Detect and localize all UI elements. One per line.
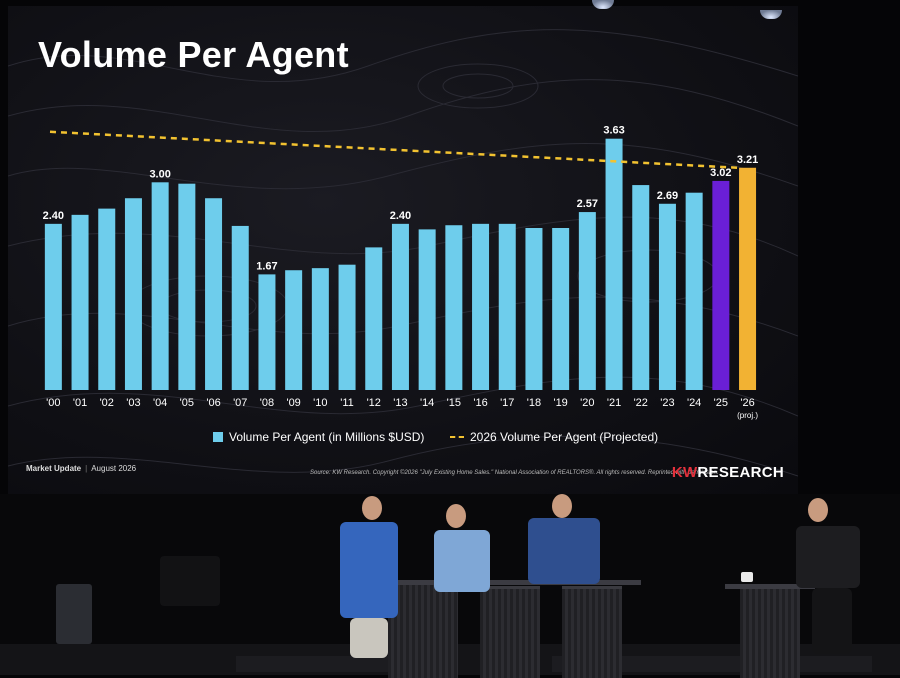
presenter-desk bbox=[740, 586, 800, 678]
bar-17 bbox=[498, 223, 516, 390]
x-tick-label: '24 bbox=[687, 397, 701, 409]
bar-05 bbox=[178, 183, 196, 390]
footer-left: Market Update | August 2026 bbox=[26, 464, 137, 473]
chart-canvas: 2.40 3.00 1.67 2.40 2.57 3.63 2.69 3.02 3.21 '00… bbox=[8, 29, 798, 477]
x-tick-label: '26 bbox=[740, 397, 754, 409]
x-tick-label: '20 bbox=[580, 397, 594, 409]
data-label: 2.69 bbox=[657, 190, 678, 202]
x-tick-label: '22 bbox=[634, 397, 648, 409]
legend-line-label: 2026 Volume Per Agent (Projected) bbox=[470, 430, 659, 444]
data-label: 3.02 bbox=[710, 167, 731, 179]
bar-10 bbox=[311, 268, 329, 390]
bar-12 bbox=[365, 247, 383, 390]
bar-23 bbox=[658, 203, 676, 390]
bar-01 bbox=[71, 214, 89, 390]
x-tick-label: '16 bbox=[473, 397, 487, 409]
x-tick-label: '25 bbox=[714, 397, 728, 409]
bar-08 bbox=[258, 274, 276, 390]
bar-00 bbox=[44, 223, 62, 390]
data-label: 2.40 bbox=[43, 210, 64, 222]
x-tick-label: '06 bbox=[206, 397, 220, 409]
coffee-mug bbox=[741, 572, 753, 582]
bar-11 bbox=[338, 264, 356, 390]
source-note: Source: KW Research. Copyright ©2026 "Ju… bbox=[310, 470, 719, 476]
bar-13 bbox=[391, 223, 409, 390]
stage-monitor bbox=[236, 656, 411, 672]
legend-bar-swatch bbox=[213, 432, 223, 442]
footer-date: August 2026 bbox=[91, 464, 137, 473]
bar-25 bbox=[712, 180, 730, 390]
data-label: 3.21 bbox=[737, 154, 758, 166]
bar-14 bbox=[418, 229, 436, 390]
x-tick-label: '11 bbox=[340, 397, 354, 409]
x-tick-label: '05 bbox=[180, 397, 194, 409]
x-tick-label: '07 bbox=[233, 397, 247, 409]
ceiling-light bbox=[760, 10, 782, 19]
x-tick-sublabel: (proj.) bbox=[737, 411, 758, 420]
x-tick-label: '13 bbox=[393, 397, 407, 409]
data-label: 3.63 bbox=[603, 125, 624, 137]
data-labels: 2.40 3.00 1.67 2.40 2.57 3.63 2.69 3.02 3.21 bbox=[43, 125, 759, 273]
x-tick-label: '21 bbox=[607, 397, 621, 409]
bar-15 bbox=[445, 225, 463, 390]
desk-surface bbox=[376, 580, 641, 585]
presenter-desk bbox=[562, 586, 622, 678]
presentation-screen: 2.40 3.00 1.67 2.40 2.57 3.63 2.69 3.02 3.21 '00… bbox=[8, 6, 798, 494]
x-tick-label: '18 bbox=[527, 397, 541, 409]
bar-04 bbox=[151, 182, 169, 390]
x-tick-label: '00 bbox=[46, 397, 60, 409]
legend-bar-label: Volume Per Agent (in Millions $USD) bbox=[229, 430, 425, 444]
x-tick-label: '14 bbox=[420, 397, 434, 409]
data-label: 2.57 bbox=[577, 198, 598, 210]
x-tick-label: '09 bbox=[286, 397, 300, 409]
x-tick-label: '17 bbox=[500, 397, 514, 409]
x-tick-label: '10 bbox=[313, 397, 327, 409]
bar-22 bbox=[632, 185, 650, 390]
bar-02 bbox=[98, 208, 116, 390]
chair bbox=[56, 584, 92, 644]
ceiling-light bbox=[592, 0, 614, 9]
presenter-desk bbox=[388, 582, 458, 678]
bar-26 bbox=[739, 167, 757, 390]
brand-research: RESEARCH bbox=[697, 464, 784, 481]
bar-24 bbox=[685, 192, 703, 390]
presenter-desk bbox=[480, 586, 540, 678]
bar-07 bbox=[231, 225, 249, 390]
legend-bar-entry: Volume Per Agent (in Millions $USD) bbox=[213, 430, 424, 444]
x-tick-label: '02 bbox=[100, 397, 114, 409]
bar-03 bbox=[124, 198, 142, 390]
projection-line-group bbox=[49, 130, 738, 170]
x-axis-tick-labels: '00 '01 '02 '03 '04 '05 '06 '07 '08 '09 '10 '11 '12 '… bbox=[46, 397, 758, 420]
x-tick-label: '03 bbox=[126, 397, 140, 409]
bar-09 bbox=[285, 270, 303, 390]
projection-line bbox=[49, 130, 738, 170]
x-tick-label: '23 bbox=[660, 397, 674, 409]
data-label: 2.40 bbox=[390, 210, 411, 222]
bar-06 bbox=[205, 198, 223, 390]
bar-series bbox=[44, 138, 757, 390]
bar-18 bbox=[525, 228, 543, 390]
footer-market-update: Market Update bbox=[26, 464, 82, 473]
desk-surface bbox=[725, 584, 815, 589]
bar-19 bbox=[552, 228, 570, 390]
brand-kw: KW bbox=[671, 464, 698, 481]
data-label: 3.00 bbox=[149, 168, 170, 180]
slide-title: Volume Per Agent bbox=[38, 34, 349, 75]
x-tick-label: '12 bbox=[367, 397, 381, 409]
x-tick-label: '15 bbox=[447, 397, 461, 409]
bar-21 bbox=[605, 138, 623, 390]
kw-research-logo: KWRESEARCH bbox=[672, 464, 784, 481]
x-tick-label: '04 bbox=[153, 397, 167, 409]
stage-area bbox=[0, 494, 900, 678]
bar-16 bbox=[472, 223, 490, 390]
x-tick-label: '08 bbox=[260, 397, 274, 409]
legend-dash-swatch bbox=[450, 436, 464, 438]
bar-20 bbox=[578, 212, 596, 390]
data-label: 1.67 bbox=[256, 260, 277, 272]
x-tick-label: '19 bbox=[553, 397, 567, 409]
legend-line-entry: 2026 Volume Per Agent (Projected) bbox=[450, 430, 658, 444]
x-tick-label: '01 bbox=[73, 397, 87, 409]
camera bbox=[160, 556, 220, 606]
